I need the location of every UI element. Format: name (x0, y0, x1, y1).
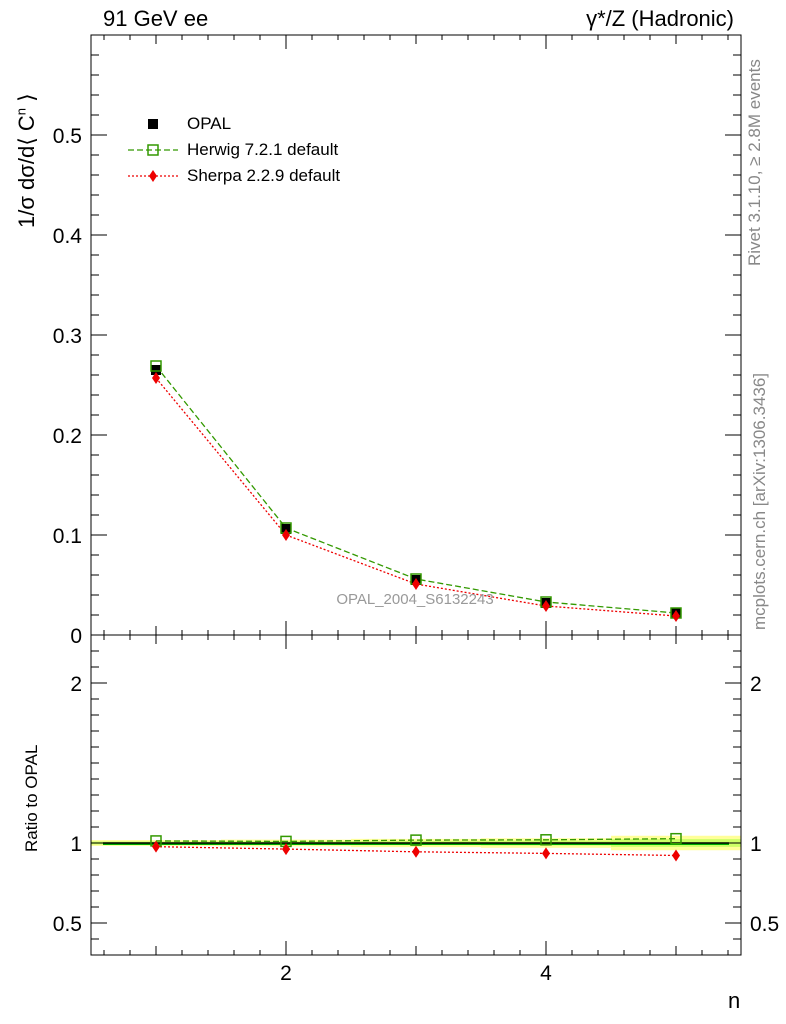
tick-labels: 2 4 0 0.1 0.2 0.3 0.4 0.5 0.5 0.5 1 1 2 2 (53, 125, 779, 985)
herwig-point (150, 360, 162, 372)
legend-label-herwig: Herwig 7.2.1 default (187, 140, 339, 159)
ratio-y-tick-label-left: 2 (70, 673, 82, 696)
ratio-y-tick-label-left: 1 (70, 833, 82, 856)
ratio-y-tick-label-right: 0.5 (750, 913, 779, 936)
ratio-sherpa-point (672, 849, 680, 862)
ratio-sherpa-point (542, 847, 550, 860)
x-tick-label: 2 (280, 962, 292, 985)
legend-label-opal: OPAL (187, 114, 232, 133)
ratio-herwig-point (410, 834, 422, 846)
uncertainty-band-group (91, 835, 741, 851)
legend-label-sherpa: Sherpa 2.2.9 default (187, 166, 341, 185)
sherpa-point (412, 578, 420, 590)
opal-point (151, 365, 161, 375)
series-lines (155, 365, 677, 857)
ratio-herwig-line (155, 838, 677, 843)
main-y-tick-label: 0.4 (53, 225, 83, 248)
main-y-tick-label: 0 (70, 625, 82, 648)
main-y-tick-label: 0.2 (53, 425, 82, 448)
main-y-axis-label: 1/σ dσ/d⟨ Cn ⟩ (14, 92, 40, 228)
analysis-watermark: OPAL_2004_S6132243 (336, 591, 493, 608)
sherpa-point (542, 600, 550, 612)
ratio-herwig-point (670, 832, 682, 845)
legend-markers (128, 119, 178, 182)
axis-ticks (91, 35, 741, 955)
main-y-tick-label: 0.5 (53, 125, 82, 148)
sherpa-point (672, 610, 680, 622)
ratio-sherpa-point (152, 840, 160, 853)
ratio-y-tick-label-right: 1 (750, 833, 762, 856)
ratio-sherpa-point (412, 845, 420, 858)
ratio-plot-frame (90, 634, 742, 956)
sherpa-point (152, 372, 160, 384)
x-tick-label: 4 (540, 962, 552, 985)
legend-marker-opal (148, 119, 158, 129)
ratio-y-axis-label: Ratio to OPAL (22, 744, 41, 852)
series-markers (150, 360, 682, 862)
left-title: 91 GeV ee (103, 6, 209, 31)
right-title: γ*/Z (Hadronic) (586, 6, 734, 31)
legend-marker-sherpa (149, 170, 157, 182)
main-y-tick-label: 0.1 (53, 525, 82, 548)
sherpa-point (282, 529, 290, 541)
main-y-tick-label: 0.3 (53, 325, 82, 348)
ratio-herwig-point (540, 834, 552, 846)
ratio-sherpa-point (282, 843, 290, 856)
x-axis-label: n (728, 988, 741, 1013)
ratio-y-tick-label-left: 0.5 (53, 913, 82, 936)
mcplots-info-text: mcplots.cern.ch [arXiv:1306.3436] (750, 372, 769, 630)
legend-marker-herwig (147, 144, 159, 156)
ratio-y-tick-label-right: 2 (750, 673, 762, 696)
rivet-info-text: Rivet 3.1.10, ≥ 2.8M events (745, 59, 764, 266)
